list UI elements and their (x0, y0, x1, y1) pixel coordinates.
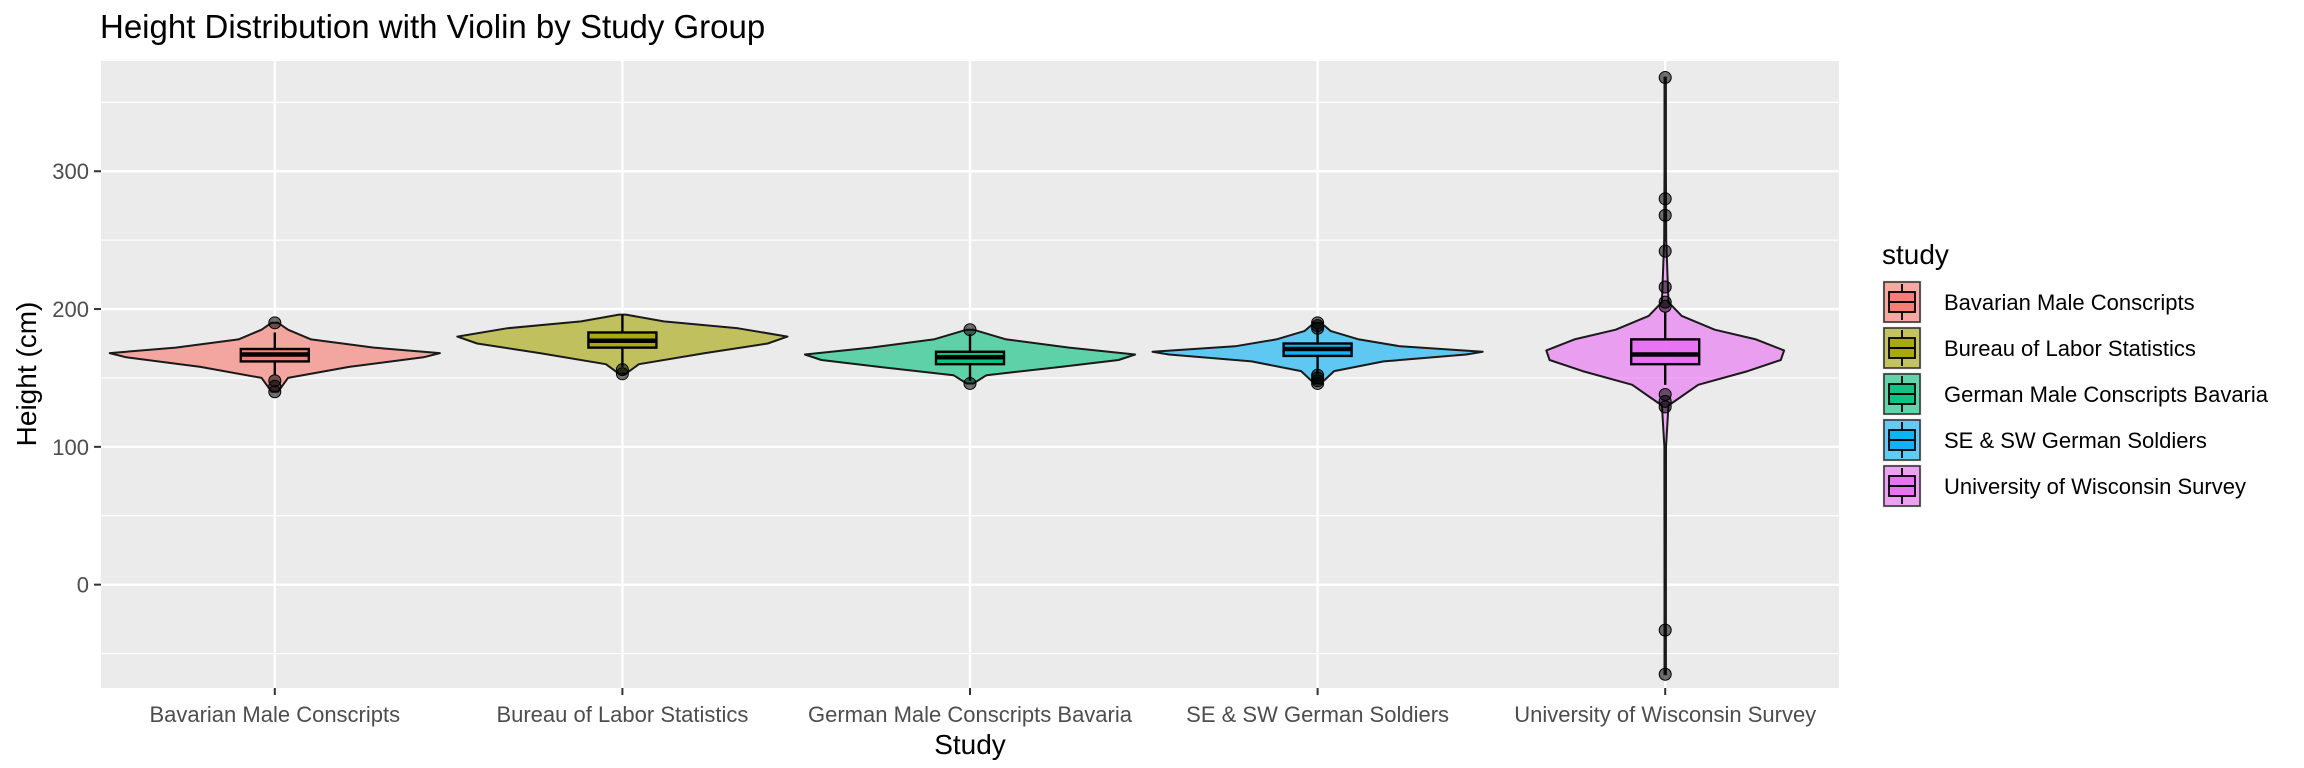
outlier-point (1658, 400, 1672, 414)
legend-label: German Male Conscripts Bavaria (1944, 382, 2269, 407)
violin-group (803, 323, 1137, 390)
chart-title: Height Distribution with Violin by Study… (100, 8, 765, 45)
outlier-point (1658, 299, 1672, 313)
y-tick-label: 300 (52, 159, 89, 184)
legend-key (1882, 326, 1922, 370)
legend-key (1882, 464, 1922, 508)
outlier-point (963, 376, 977, 390)
outlier-point (1658, 623, 1672, 637)
y-tick-label: 200 (52, 297, 89, 322)
legend-key (1882, 280, 1922, 324)
outlier-point (268, 385, 282, 399)
legend-label: Bureau of Labor Statistics (1944, 336, 2196, 361)
legend-label: Bavarian Male Conscripts (1944, 290, 2195, 315)
violin-group (108, 316, 441, 399)
box (1629, 338, 1701, 366)
outlier-point (963, 323, 977, 337)
violin-group (1151, 316, 1484, 390)
outlier-point (1658, 208, 1672, 222)
outlier-point (1311, 321, 1325, 335)
x-tick-label: Bavarian Male Conscripts (149, 702, 400, 727)
x-tick-label: German Male Conscripts Bavaria (808, 702, 1133, 727)
x-tick-label: University of Wisconsin Survey (1514, 702, 1816, 727)
outlier-point (1311, 376, 1325, 390)
legend-title: study (1882, 239, 1949, 270)
outlier-point (1658, 280, 1672, 294)
legend-label: SE & SW German Soldiers (1944, 428, 2207, 453)
outlier-point (1658, 244, 1672, 258)
violin-group (456, 313, 789, 381)
outlier-point (268, 316, 282, 330)
outlier-point (615, 367, 629, 381)
violin-layer (108, 71, 1786, 681)
x-tick-label: SE & SW German Soldiers (1186, 702, 1449, 727)
outlier-point (1658, 71, 1672, 85)
y-tick-label: 100 (52, 435, 89, 460)
legend-key (1882, 418, 1922, 462)
outlier-point (1658, 667, 1672, 681)
legend: Bavarian Male Conscripts Bureau of Labor … (1882, 280, 2269, 508)
y-tick-label: 0 (77, 573, 89, 598)
y-axis-title: Height (cm) (11, 302, 42, 447)
violin-group (1545, 71, 1786, 681)
legend-key (1882, 372, 1922, 416)
outlier-point (1658, 192, 1672, 206)
legend-label: University of Wisconsin Survey (1944, 474, 2246, 499)
x-tick-label: Bureau of Labor Statistics (496, 702, 748, 727)
x-axis-title: Study (934, 729, 1006, 760)
axis-ticks: 0 100 200 300 Bavarian Male Conscripts Bureau… (52, 159, 1816, 727)
